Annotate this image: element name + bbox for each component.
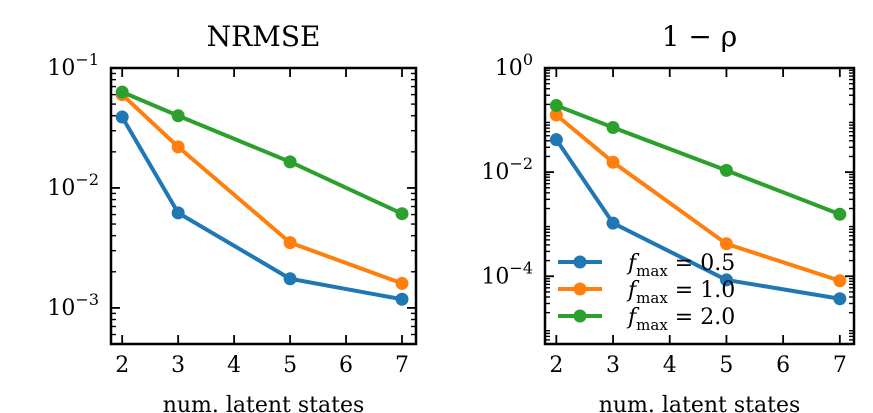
data-point xyxy=(395,276,409,290)
legend-label: fmax = 1.0 xyxy=(626,278,735,307)
x-tick-label: 3 xyxy=(606,353,620,378)
x-axis-label: num. latent states xyxy=(163,393,365,413)
y-tick-label: 100 xyxy=(495,50,533,81)
data-point xyxy=(719,163,733,177)
series-line xyxy=(121,90,403,216)
x-tick-label: 4 xyxy=(663,353,677,378)
x-tick-label: 6 xyxy=(776,353,790,378)
x-tick-label: 6 xyxy=(339,353,353,378)
y-tick-label: 10−2 xyxy=(481,154,533,185)
panel-2: 1 − ρ 100 10−2 10−4 2 3 4 5 6 7 num. latent states… xyxy=(481,20,856,413)
series-line xyxy=(555,113,841,283)
data-point xyxy=(549,108,563,122)
series-2 xyxy=(549,108,847,288)
series-1 xyxy=(115,110,409,306)
data-point xyxy=(833,207,847,221)
data-point xyxy=(395,292,409,306)
data-point xyxy=(171,140,185,154)
data-point xyxy=(833,274,847,288)
x-tick-label: 7 xyxy=(395,353,409,378)
x-tick-label: 2 xyxy=(549,353,563,378)
plot-frame xyxy=(109,66,418,346)
chart-title: 1 − ρ xyxy=(662,20,738,53)
data-point xyxy=(719,273,733,287)
x-tick-label: 5 xyxy=(283,353,297,378)
y-tick-label: 10−3 xyxy=(47,290,99,321)
y-tick-label: 10−2 xyxy=(47,170,99,201)
series-2 xyxy=(115,88,409,290)
y-tick-label: 10−1 xyxy=(47,50,99,81)
data-point xyxy=(115,85,129,99)
panel-1: NRMSE 10−1 10−2 10−3 2 3 4 5 6 7 num. latent state… xyxy=(47,20,418,413)
data-point xyxy=(171,109,185,123)
data-point xyxy=(115,110,129,124)
legend-label: fmax = 0.5 xyxy=(626,251,735,280)
x-tick-label: 7 xyxy=(833,353,847,378)
series-3 xyxy=(549,99,847,221)
series-line xyxy=(120,93,403,286)
x-tick-label: 3 xyxy=(171,353,185,378)
data-point xyxy=(283,236,297,250)
y-tick-label: 10−4 xyxy=(481,258,533,289)
data-point xyxy=(606,155,620,169)
data-point xyxy=(395,207,409,221)
data-point xyxy=(833,292,847,306)
data-point xyxy=(606,216,620,230)
data-point xyxy=(549,99,563,113)
series-line xyxy=(555,103,841,217)
x-axis-label: num. latent states xyxy=(599,393,801,413)
x-tick-label: 4 xyxy=(227,353,241,378)
series-line xyxy=(120,116,403,302)
data-point xyxy=(283,155,297,169)
data-point xyxy=(171,206,185,220)
data-point xyxy=(549,133,563,147)
data-point xyxy=(606,120,620,134)
data-point xyxy=(719,237,733,251)
legend-label: fmax = 2.0 xyxy=(626,305,735,334)
x-tick-label: 5 xyxy=(719,353,733,378)
series-3 xyxy=(115,85,409,221)
legend-marker xyxy=(573,309,587,323)
data-point xyxy=(283,272,297,286)
series-line xyxy=(554,138,841,301)
chart-title: NRMSE xyxy=(207,20,321,53)
series-1 xyxy=(549,133,847,306)
legend-marker xyxy=(573,282,587,296)
x-tick-label: 2 xyxy=(115,353,129,378)
plot-frame xyxy=(543,66,856,346)
legend-marker xyxy=(573,255,587,269)
